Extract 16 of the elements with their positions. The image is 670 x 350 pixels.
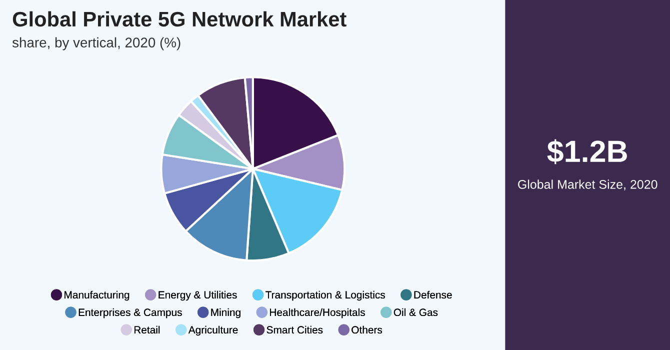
chart-subtitle: share, by vertical, 2020 (%) [12,37,180,50]
legend-label: Enterprises & Campus [78,308,182,318]
legend-label: Others [352,326,382,334]
legend-label: Agriculture [188,326,238,336]
legend-label: Retail [134,326,160,334]
chart-title: Global Private 5G Network Market [12,11,346,27]
legend-label: Healthcare/Hospitals [270,308,365,318]
legend-label: Oil & Gas [394,308,438,316]
legend-label: Manufacturing [64,290,130,301]
legend-label: Smart Cities [266,326,323,334]
legend-label: Mining [211,308,240,318]
legend-label: Transportation & Logistics [266,290,385,301]
legend-label: Defense [414,290,452,299]
legend-label: Energy & Utilities [158,290,237,301]
text: Global Market Size, 2020 [518,180,658,190]
text: $1.2B [547,139,627,164]
